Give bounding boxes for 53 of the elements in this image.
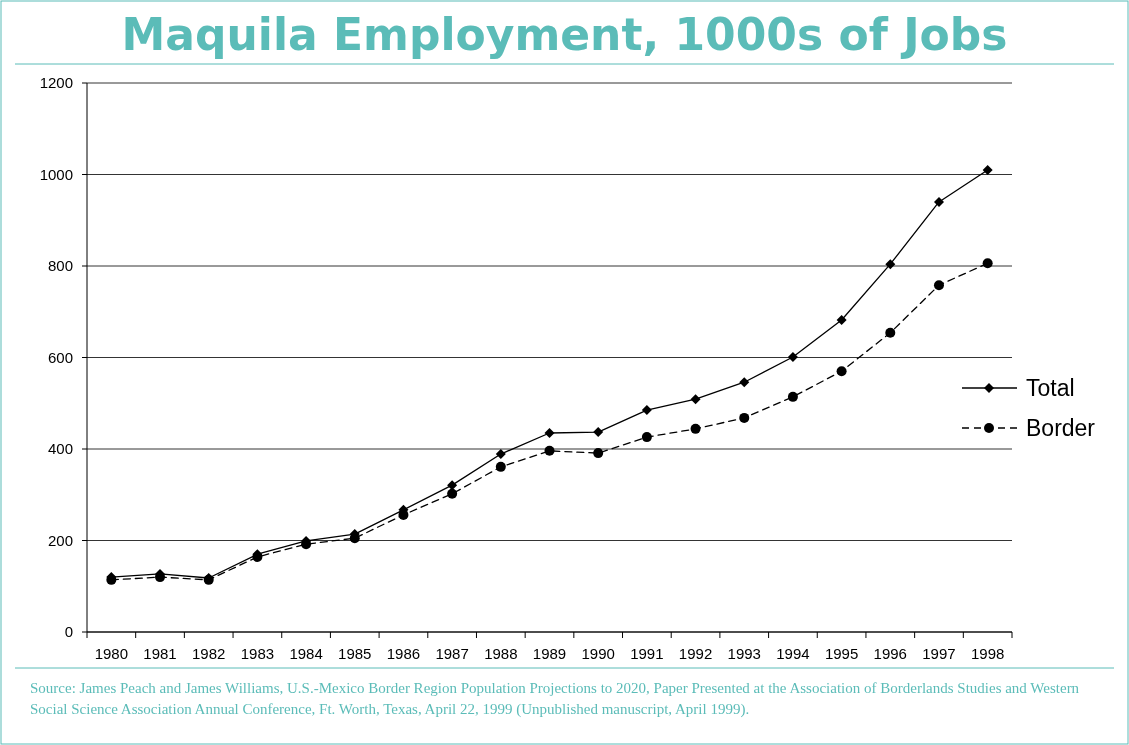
y-tick-label: 400 [47,440,73,457]
x-tick-label: 1998 [970,645,1005,662]
point [836,366,847,377]
x-tick-label: 1996 [873,645,907,662]
point [933,196,944,207]
point [787,352,798,363]
x-tick-label: 1982 [192,645,226,662]
point [690,423,701,434]
x-tick-label: 1990 [581,645,615,662]
point [739,412,750,423]
x-tick-label: 1997 [922,645,956,662]
x-tick-label: 1986 [386,645,421,662]
y-tick-label: 200 [47,531,73,549]
point [836,314,847,325]
point [593,448,604,459]
point [544,427,555,438]
point [495,449,506,460]
x-tick-label: 1984 [289,645,323,662]
point [933,280,944,291]
x-tick-label: 1992 [678,645,713,662]
point [593,427,604,438]
x-tick-label: 1991 [630,645,664,662]
x-tick-label: 1993 [727,645,761,662]
legend-label: Total [1026,375,1075,401]
source-note: Source: James Peach and James Williams, U.S.-Mexico Border Region Population Projections to 2020, Paper Presented at the Association of Borderlands Studies and Western Social Science Association Annual Conference, Ft. Worth, Texas, April 22, 1999 (Unpublished manuscript, April 1999). [30,680,1080,718]
x-tick-label: 1989 [532,645,567,662]
point [495,461,506,472]
x-tick-label: 1985 [338,645,372,662]
point [982,258,993,269]
legend-label: Border [1026,415,1096,441]
point [641,432,652,443]
x-tick-label: 1983 [240,645,275,662]
x-tick-label: 1995 [824,645,859,662]
point [982,164,993,175]
chart-title: Maquila Employment, 1000s of Jobs [121,9,1008,60]
x-tick-label: 1987 [435,645,469,662]
point [447,488,458,499]
y-tick-label: 0 [64,623,73,640]
x-tick-label: 1994 [776,645,810,662]
point [739,377,750,388]
point [787,391,798,402]
y-tick-label: 600 [47,348,73,366]
x-tick-label: 1988 [484,645,518,662]
y-tick-label: 1200 [39,74,73,91]
point [690,394,701,405]
y-tick-label: 1000 [39,165,73,183]
point [544,445,555,456]
x-tick-label: 1980 [94,645,129,662]
x-tick-label: 1981 [143,645,177,662]
point [641,405,652,416]
point [885,327,896,338]
point [885,259,896,270]
y-tick-label: 800 [47,257,73,274]
